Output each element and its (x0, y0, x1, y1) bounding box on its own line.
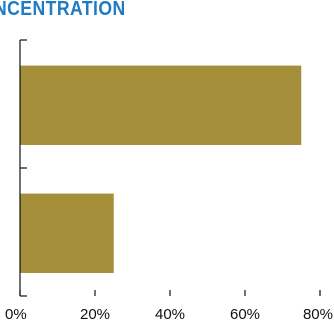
bar-0 (20, 65, 302, 145)
bars-layer (20, 65, 302, 273)
x-tick-label: 0% (5, 306, 27, 323)
x-tick-labels: 0% 20% 40% 60% 80% (5, 306, 333, 323)
x-tick-label: 20% (80, 306, 110, 323)
axes-layer (19, 39, 321, 297)
x-tick-label: 60% (230, 306, 260, 323)
x-tick-label: 40% (155, 306, 185, 323)
bar-1 (20, 193, 114, 273)
chart-title: NCENTRATION (0, 0, 126, 20)
x-tick-label: 80% (303, 306, 333, 323)
